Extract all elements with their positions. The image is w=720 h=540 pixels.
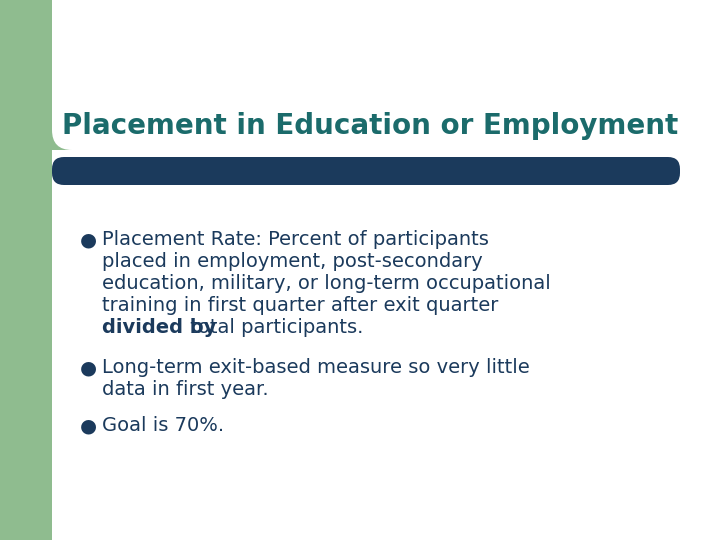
Text: data in first year.: data in first year.: [102, 380, 269, 399]
Bar: [0, 0, 130, 50]
Text: Goal is 70%.: Goal is 70%.: [102, 416, 224, 435]
FancyBboxPatch shape: [52, 0, 720, 150]
Text: training in first quarter after exit quarter: training in first quarter after exit qua…: [102, 296, 498, 315]
Text: ●: ●: [80, 416, 97, 435]
Bar: [100, 0, 720, 135]
Bar: [0, 0, 52, 540]
Bar: [0, 0, 52, 540]
Text: ●: ●: [80, 358, 97, 377]
Text: Long-term exit-based measure so very little: Long-term exit-based measure so very lit…: [102, 358, 530, 377]
Bar: [52, 0, 720, 110]
Text: ●: ●: [80, 230, 97, 249]
Bar: [130, 0, 265, 20]
FancyBboxPatch shape: [0, 0, 265, 150]
Text: education, military, or long-term occupational: education, military, or long-term occupa…: [102, 274, 551, 293]
FancyBboxPatch shape: [52, 157, 680, 185]
Text: Placement in Education or Employment: Placement in Education or Employment: [62, 112, 678, 140]
Text: Placement Rate: Percent of participants: Placement Rate: Percent of participants: [102, 230, 489, 249]
Text: total participants.: total participants.: [184, 318, 364, 337]
Text: divided by: divided by: [102, 318, 217, 337]
Text: placed in employment, post-secondary: placed in employment, post-secondary: [102, 252, 482, 271]
